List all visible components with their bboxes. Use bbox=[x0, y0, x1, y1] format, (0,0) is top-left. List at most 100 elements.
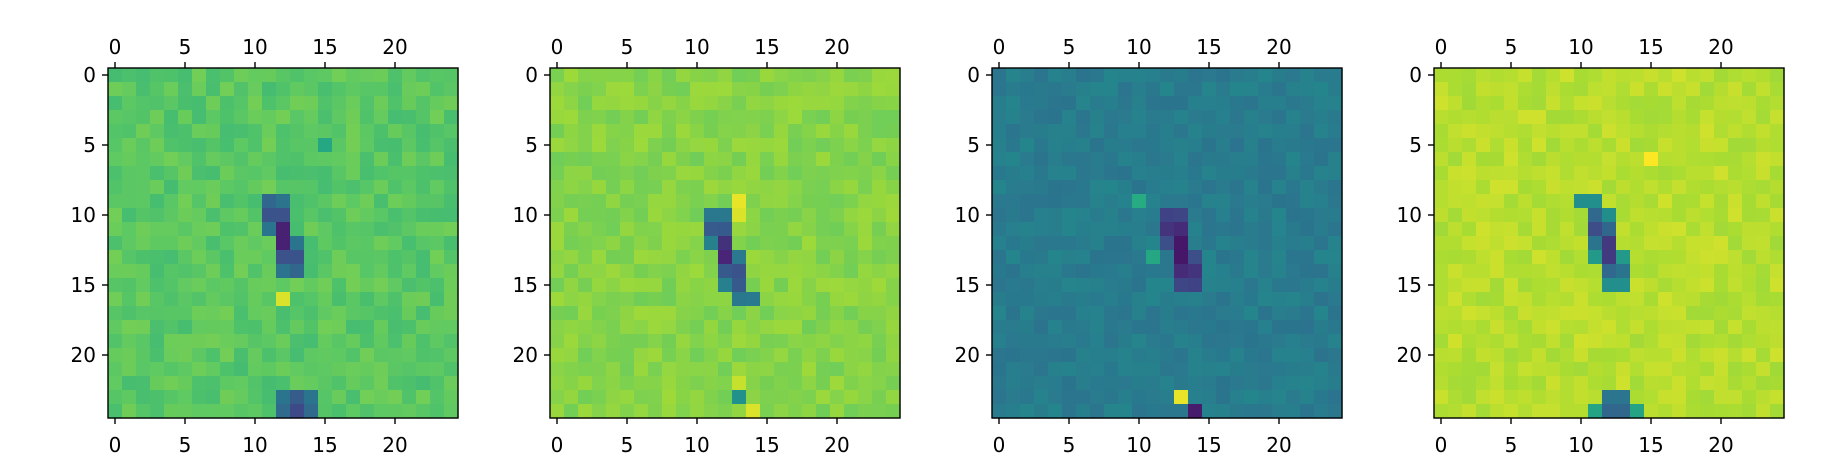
heatmap-cell bbox=[346, 208, 361, 223]
heatmap-cell bbox=[1104, 376, 1119, 391]
heatmap-cell bbox=[332, 180, 347, 195]
heatmap-cell bbox=[1034, 404, 1049, 419]
heatmap-cell bbox=[1202, 278, 1217, 293]
heatmap-cell bbox=[1434, 236, 1449, 251]
heatmap-cell bbox=[234, 236, 249, 251]
heatmap-cell bbox=[1230, 278, 1245, 293]
heatmap-cell bbox=[248, 138, 263, 153]
heatmap-cell bbox=[718, 194, 733, 209]
y-tick-label: 15 bbox=[955, 273, 980, 297]
heatmap-cell bbox=[1300, 292, 1315, 307]
heatmap-cell bbox=[150, 362, 165, 377]
heatmap-cell bbox=[1742, 68, 1757, 83]
heatmap-cell bbox=[318, 82, 333, 97]
heatmap-cell bbox=[1230, 110, 1245, 125]
heatmap-cell bbox=[1104, 390, 1119, 405]
heatmap-cell bbox=[136, 82, 151, 97]
heatmap-cell bbox=[150, 376, 165, 391]
heatmap-cell bbox=[1490, 390, 1505, 405]
x-tick-label-top: 20 bbox=[1266, 35, 1291, 59]
heatmap-cell bbox=[1518, 306, 1533, 321]
heatmap-cell bbox=[676, 166, 691, 181]
heatmap-cell bbox=[192, 110, 207, 125]
heatmap-cell bbox=[1588, 292, 1603, 307]
heatmap-cell bbox=[206, 334, 221, 349]
heatmap-cell bbox=[1118, 166, 1133, 181]
heatmap-cell bbox=[122, 96, 137, 111]
heatmap-cell bbox=[1560, 68, 1575, 83]
heatmap-cell bbox=[1118, 320, 1133, 335]
heatmap-cell bbox=[262, 292, 277, 307]
heatmap-cell bbox=[430, 376, 445, 391]
heatmap-cell bbox=[360, 82, 375, 97]
heatmap-cell bbox=[206, 278, 221, 293]
heatmap-cell bbox=[178, 390, 193, 405]
y-tick-label: 20 bbox=[1397, 343, 1422, 367]
heatmap-cell bbox=[388, 208, 403, 223]
heatmap-cell bbox=[1020, 376, 1035, 391]
heatmap-cell bbox=[606, 376, 621, 391]
heatmap-cell bbox=[634, 264, 649, 279]
heatmap-cell bbox=[318, 404, 333, 419]
heatmap-cell bbox=[318, 138, 333, 153]
heatmap-cell bbox=[234, 96, 249, 111]
heatmap-cell bbox=[360, 334, 375, 349]
heatmap-cell bbox=[760, 96, 775, 111]
heatmap-cell bbox=[332, 292, 347, 307]
heatmap-cell bbox=[634, 110, 649, 125]
heatmap-cell bbox=[634, 320, 649, 335]
heatmap-cell bbox=[1160, 166, 1175, 181]
heatmap-cell bbox=[1630, 334, 1645, 349]
heatmap-cell bbox=[1672, 306, 1687, 321]
heatmap-cell bbox=[592, 250, 607, 265]
heatmap-cell bbox=[1076, 348, 1091, 363]
heatmap-cell bbox=[690, 250, 705, 265]
heatmap-cell bbox=[1518, 334, 1533, 349]
heatmap-cell bbox=[1434, 96, 1449, 111]
heatmap-cell bbox=[346, 194, 361, 209]
heatmap-cell bbox=[1090, 348, 1105, 363]
heatmap-cell bbox=[1476, 292, 1491, 307]
heatmap-cell bbox=[1504, 68, 1519, 83]
heatmap-cell bbox=[774, 390, 789, 405]
heatmap-cell bbox=[290, 334, 305, 349]
heatmap-cell bbox=[430, 362, 445, 377]
heatmap-cell bbox=[360, 292, 375, 307]
heatmap-cell bbox=[1672, 292, 1687, 307]
heatmap-cell bbox=[164, 138, 179, 153]
heatmap-cell bbox=[1518, 222, 1533, 237]
heatmap-cell bbox=[774, 180, 789, 195]
heatmap-cell bbox=[192, 376, 207, 391]
heatmap-cell bbox=[276, 110, 291, 125]
heatmap-cell bbox=[634, 348, 649, 363]
heatmap-cell bbox=[1574, 138, 1589, 153]
heatmap-cell bbox=[802, 376, 817, 391]
heatmap-cell bbox=[1216, 96, 1231, 111]
heatmap-cell bbox=[1006, 138, 1021, 153]
heatmap-cell bbox=[1104, 166, 1119, 181]
heatmap-cell bbox=[788, 96, 803, 111]
heatmap-cell bbox=[1434, 194, 1449, 209]
heatmap-cell bbox=[318, 68, 333, 83]
heatmap-cell bbox=[416, 306, 431, 321]
heatmap-cell bbox=[1286, 138, 1301, 153]
y-tick-label: 10 bbox=[955, 203, 980, 227]
heatmap-cell bbox=[1146, 180, 1161, 195]
heatmap-cell bbox=[178, 348, 193, 363]
heatmap-cell bbox=[150, 278, 165, 293]
heatmap-cell bbox=[1104, 68, 1119, 83]
heatmap-cell bbox=[1160, 180, 1175, 195]
heatmap-cell bbox=[1174, 194, 1189, 209]
heatmap-cell bbox=[360, 138, 375, 153]
heatmap-cell bbox=[1244, 152, 1259, 167]
heatmap-cell bbox=[1230, 68, 1245, 83]
heatmap-cell bbox=[374, 348, 389, 363]
heatmap-cell bbox=[1532, 306, 1547, 321]
heatmap-cell bbox=[1174, 208, 1189, 223]
heatmap-cell bbox=[992, 110, 1007, 125]
heatmap-cell bbox=[1048, 180, 1063, 195]
heatmap-cell bbox=[1314, 292, 1329, 307]
heatmap-cell bbox=[1188, 250, 1203, 265]
heatmap-cell bbox=[816, 82, 831, 97]
heatmap-cell bbox=[304, 306, 319, 321]
